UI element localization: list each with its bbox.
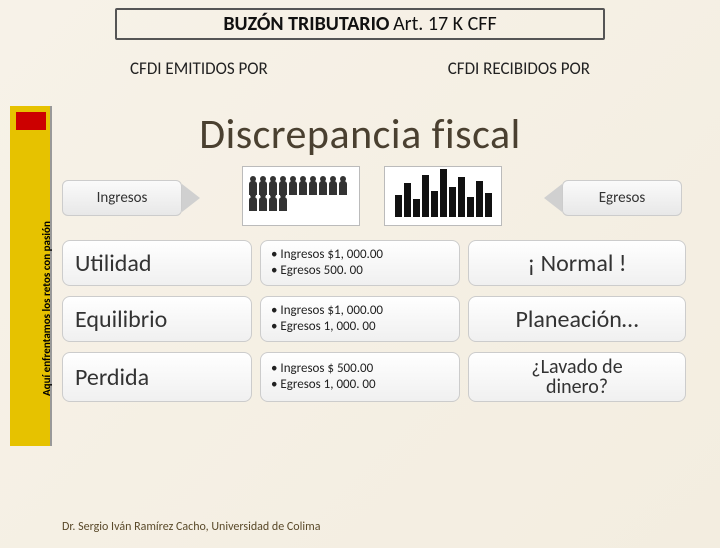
subhead-left: CFDI EMITIDOS POR bbox=[130, 58, 268, 79]
data-line: • Ingresos $1, 000.00 bbox=[271, 247, 383, 263]
data-equilibrio: • Ingresos $1, 000.00 • Egresos 1, 000. … bbox=[260, 296, 460, 342]
sidebar-strip: Aquí enfrentamos los retos con pasión bbox=[10, 106, 52, 446]
big-title: Discrepancia fiscal bbox=[0, 109, 720, 160]
title-bold: BUZÓN TRIBUTARIO bbox=[223, 12, 389, 36]
arrow-left-icon bbox=[544, 184, 562, 212]
data-line: • Egresos 1, 000. 00 bbox=[271, 319, 376, 335]
result-line: ¿Lavado de bbox=[531, 357, 622, 377]
subhead-right: CFDI RECIBIDOS POR bbox=[448, 58, 590, 79]
row-perdida: Perdida • Ingresos $ 500.00 • Egresos 1,… bbox=[62, 352, 686, 402]
skyline-icon bbox=[384, 166, 502, 226]
data-line: • Egresos 500. 00 bbox=[271, 263, 363, 279]
rows-container: Utilidad • Ingresos $1, 000.00 • Egresos… bbox=[62, 240, 686, 402]
title-box: BUZÓN TRIBUTARIO Art. 17 K CFF bbox=[115, 8, 605, 40]
footer-credit: Dr. Sergio Iván Ramírez Cacho, Universid… bbox=[62, 520, 320, 534]
middle-icons bbox=[242, 166, 502, 226]
data-utilidad: • Ingresos $1, 000.00 • Egresos 500. 00 bbox=[260, 240, 460, 286]
pill-egresos: Egresos bbox=[562, 180, 682, 216]
label-equilibrio: Equilibrio bbox=[62, 296, 252, 342]
data-line: • Egresos 1, 000. 00 bbox=[271, 377, 376, 393]
label-utilidad: Utilidad bbox=[62, 240, 252, 286]
label-perdida: Perdida bbox=[62, 352, 252, 402]
result-normal: ¡ Normal ! bbox=[468, 240, 686, 286]
result-lavado: ¿Lavado de dinero? bbox=[468, 352, 686, 402]
row-equilibrio: Equilibrio • Ingresos $1, 000.00 • Egres… bbox=[62, 296, 686, 342]
sidebar-text: Aquí enfrentamos los retos con pasión bbox=[40, 136, 53, 396]
result-planeacion: Planeación… bbox=[468, 296, 686, 342]
subhead-row: CFDI EMITIDOS POR CFDI RECIBIDOS POR bbox=[0, 58, 720, 79]
data-line: • Ingresos $ 500.00 bbox=[271, 361, 373, 377]
result-line: dinero? bbox=[546, 377, 608, 397]
arrow-right-icon bbox=[182, 184, 200, 212]
people-icon bbox=[242, 166, 360, 226]
row-utilidad: Utilidad • Ingresos $1, 000.00 • Egresos… bbox=[62, 240, 686, 286]
data-line: • Ingresos $1, 000.00 bbox=[271, 303, 383, 319]
title-rest: Art. 17 K CFF bbox=[393, 12, 497, 36]
ingresos-egresos-row: Ingresos Egresos bbox=[62, 166, 682, 226]
pill-ingresos: Ingresos bbox=[62, 180, 182, 216]
data-perdida: • Ingresos $ 500.00 • Egresos 1, 000. 00 bbox=[260, 352, 460, 402]
